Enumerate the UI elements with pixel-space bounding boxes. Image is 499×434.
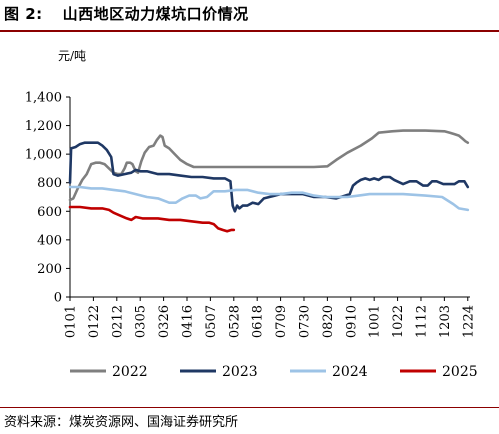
y-tick-label: 200 — [37, 262, 62, 277]
x-tick-label: 1001 — [368, 305, 383, 338]
x-tick-label: 1224 — [461, 305, 476, 338]
legend-label-2025: 2025 — [442, 364, 478, 380]
y-tick-label: 600 — [37, 205, 62, 220]
chart: 元/吨 0 200 400 600 800 1,000 1,200 1,400 0101 012… — [25, 49, 478, 380]
x-tick-label: 0305 — [134, 305, 149, 338]
y-tick-label: 400 — [37, 233, 62, 248]
figure-title-text: 山西地区动力煤坑口价情况 — [62, 5, 249, 23]
title-rule — [0, 30, 499, 32]
x-tick-label: 0910 — [344, 305, 359, 338]
legend-label-2023: 2023 — [222, 364, 258, 380]
x-tick-label: 0416 — [180, 305, 195, 338]
x-tick-label: 0528 — [227, 305, 242, 338]
legend-label-2024: 2024 — [332, 364, 368, 380]
x-tick-label: 1112 — [414, 305, 429, 338]
y-tick-label: 1,200 — [25, 119, 62, 134]
y-tick-label: 1,000 — [25, 148, 62, 163]
figure-label: 图 2: — [4, 5, 43, 23]
series-line-2024 — [68, 185, 470, 212]
x-tick-label: 0709 — [274, 305, 289, 338]
series-line-2025 — [68, 205, 236, 233]
x-tick-label: 0212 — [110, 305, 125, 338]
y-tick-label: 800 — [37, 176, 62, 191]
x-tick-label: 1203 — [438, 305, 453, 338]
x-tick-label: 0101 — [64, 305, 79, 338]
source-note: 资料来源：煤炭资源网、国海证券研究所 — [4, 415, 239, 430]
x-tick-label: 1022 — [391, 305, 406, 338]
x-axis: 0101 0122 0212 0305 0326 0416 0507 0528 0618 0709… — [64, 296, 476, 338]
x-tick-label: 0730 — [297, 305, 312, 338]
series-lines — [68, 129, 470, 233]
x-tick-label: 0326 — [157, 305, 172, 338]
x-tick-label: 0618 — [251, 305, 266, 338]
legend: 2022 2023 2024 2025 — [70, 364, 478, 380]
figure-title: 图 2: 山西地区动力煤坑口价情况 — [4, 3, 249, 24]
series-line-2023 — [68, 141, 470, 213]
y-tick-label: 0 — [54, 291, 62, 306]
series-line-2022 — [68, 129, 470, 202]
x-tick-label: 0507 — [204, 305, 219, 338]
source-rule — [0, 407, 499, 408]
x-tick-label: 0122 — [87, 305, 102, 338]
y-axis: 0 200 400 600 800 1,000 1,200 1,400 — [25, 91, 71, 306]
y-unit-label: 元/吨 — [58, 49, 86, 63]
y-tick-label: 1,400 — [25, 91, 62, 106]
x-tick-label: 0820 — [321, 305, 336, 338]
legend-label-2022: 2022 — [112, 364, 148, 380]
